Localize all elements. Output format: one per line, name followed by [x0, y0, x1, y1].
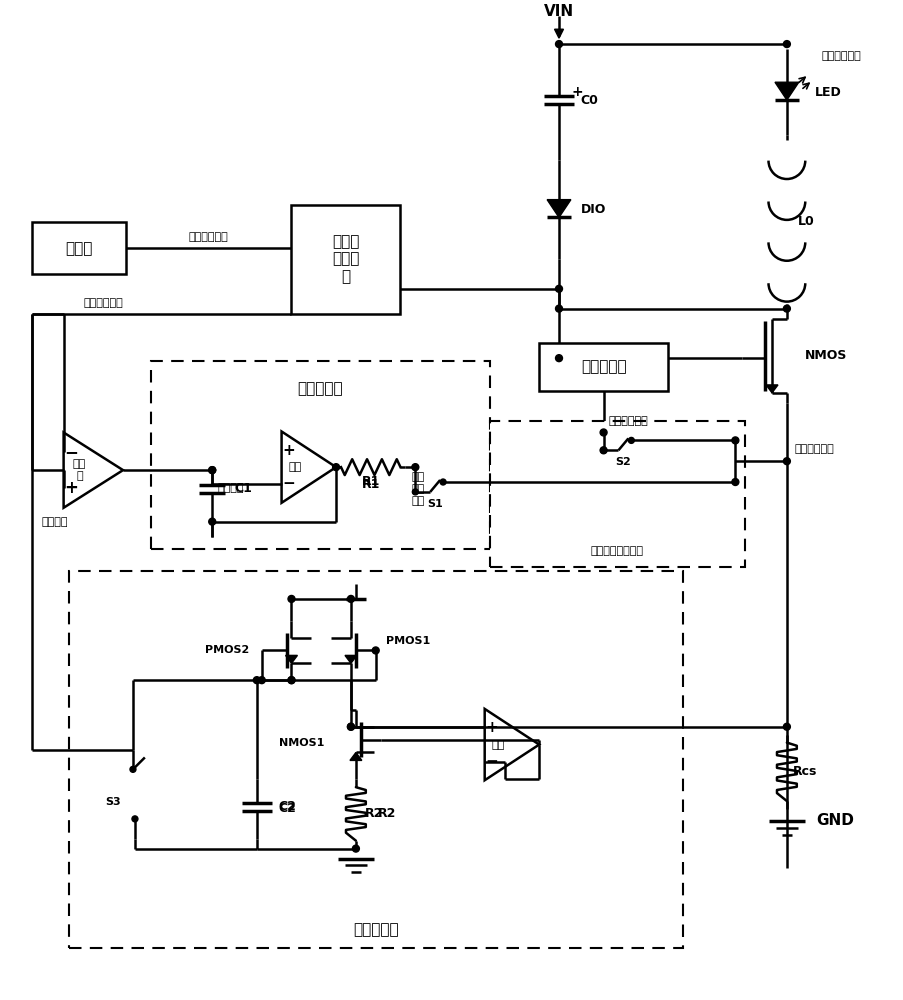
Polygon shape [546, 200, 571, 217]
Circle shape [130, 766, 135, 772]
Circle shape [332, 464, 340, 471]
Text: 参考电压信号: 参考电压信号 [608, 416, 647, 426]
Bar [32, 222, 126, 274]
Circle shape [783, 305, 789, 312]
Text: +: + [485, 720, 498, 735]
Bar [489, 421, 744, 567]
Text: 斜波信号: 斜波信号 [42, 517, 69, 527]
Circle shape [600, 447, 607, 454]
Circle shape [372, 647, 378, 654]
Polygon shape [285, 655, 297, 663]
Text: 振荡器: 振荡器 [65, 241, 92, 256]
Circle shape [209, 467, 216, 474]
Circle shape [600, 447, 606, 453]
Circle shape [209, 467, 216, 474]
Circle shape [731, 479, 738, 485]
Text: 电流调节器: 电流调节器 [297, 381, 342, 396]
Text: S2: S2 [615, 457, 630, 467]
Polygon shape [345, 655, 357, 663]
Text: R2: R2 [377, 807, 396, 820]
Circle shape [628, 437, 634, 443]
Text: 开管关断脉冲: 开管关断脉冲 [83, 298, 123, 308]
Text: +: + [282, 443, 294, 458]
Bar [151, 361, 489, 549]
Text: 控制信号: 控制信号 [217, 483, 244, 493]
Circle shape [440, 479, 445, 485]
Text: GND: GND [815, 813, 853, 828]
Text: R1: R1 [361, 475, 379, 488]
Polygon shape [554, 29, 563, 38]
Text: 斜波发生器: 斜波发生器 [352, 922, 398, 937]
Text: 平均电流检测模块: 平均电流检测模块 [591, 546, 643, 556]
Text: 负载电流信号: 负载电流信号 [821, 51, 861, 61]
Circle shape [288, 677, 294, 684]
Text: 带隙基准源: 带隙基准源 [580, 360, 626, 375]
Text: 逻辑与
驱动电
路: 逻辑与 驱动电 路 [332, 234, 359, 284]
Text: Rcs: Rcs [792, 765, 816, 778]
Bar [291, 205, 400, 314]
Text: C2: C2 [278, 802, 296, 815]
Circle shape [347, 595, 354, 602]
Text: R1: R1 [361, 478, 379, 491]
Text: NMOS: NMOS [804, 349, 846, 362]
Text: C0: C0 [580, 94, 598, 107]
Bar [538, 343, 667, 391]
Circle shape [352, 845, 359, 852]
Circle shape [731, 437, 738, 444]
Circle shape [783, 458, 789, 465]
Circle shape [347, 723, 354, 730]
Text: 开关开启脉冲: 开关开启脉冲 [189, 232, 228, 242]
Text: LED: LED [814, 86, 841, 99]
Circle shape [209, 518, 216, 525]
Polygon shape [349, 752, 361, 760]
Polygon shape [774, 82, 798, 100]
Text: 比较
器: 比较 器 [73, 459, 86, 481]
Circle shape [555, 355, 562, 362]
Text: R2: R2 [364, 807, 383, 820]
Text: DIO: DIO [580, 203, 606, 216]
Text: +: + [571, 85, 582, 99]
Text: 运放: 运放 [491, 740, 505, 750]
Circle shape [258, 677, 265, 684]
Text: PMOS1: PMOS1 [386, 636, 430, 646]
Text: −: − [485, 754, 498, 769]
Circle shape [555, 41, 562, 48]
Text: −: − [282, 476, 294, 491]
Text: C2: C2 [278, 800, 296, 813]
Circle shape [555, 305, 562, 312]
Circle shape [783, 41, 789, 48]
Text: S1: S1 [427, 499, 442, 509]
Text: NMOS1: NMOS1 [278, 738, 324, 748]
Circle shape [600, 429, 607, 436]
Circle shape [412, 489, 418, 495]
Circle shape [253, 677, 260, 684]
Polygon shape [765, 385, 777, 393]
Circle shape [412, 464, 418, 471]
Circle shape [347, 723, 354, 730]
Text: 电压检测信号: 电压检测信号 [794, 444, 833, 454]
Text: PMOS2: PMOS2 [205, 645, 249, 655]
Text: 电压
传输
信号: 电压 传输 信号 [411, 472, 424, 506]
Circle shape [555, 285, 562, 292]
Text: VIN: VIN [544, 4, 573, 19]
Text: 运放: 运放 [289, 462, 302, 472]
Circle shape [132, 816, 138, 822]
Circle shape [288, 677, 294, 684]
Text: C1: C1 [234, 482, 252, 495]
Text: −: − [64, 443, 79, 461]
Circle shape [288, 595, 294, 602]
Bar [69, 571, 682, 948]
Circle shape [783, 723, 789, 730]
Text: L0: L0 [797, 215, 815, 228]
Text: S3: S3 [106, 797, 121, 807]
Text: +: + [64, 479, 79, 497]
